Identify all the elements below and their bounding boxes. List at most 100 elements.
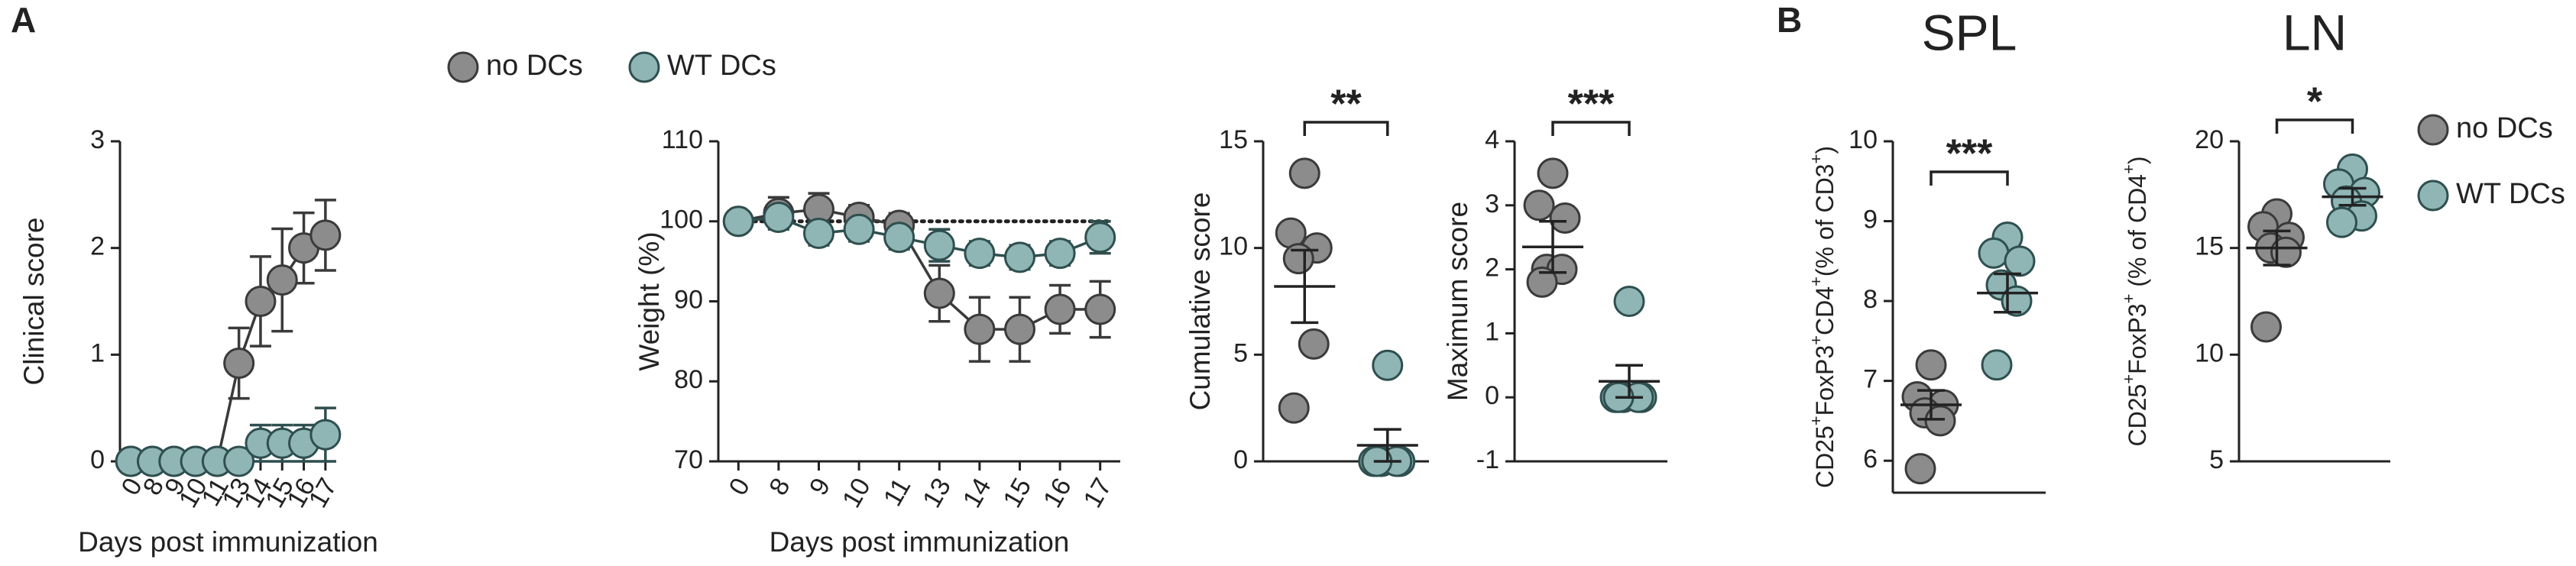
significance-label: ***	[1568, 82, 1615, 127]
y-axis-label: Weight (%)	[633, 231, 665, 370]
data-point	[803, 217, 834, 249]
x-axis-label: Days post immunization	[770, 526, 1070, 558]
series-line	[131, 234, 326, 463]
y-tick-label: 3	[1485, 189, 1499, 218]
y-tick-label: 2	[1485, 254, 1499, 283]
sem-bar	[1291, 248, 1319, 325]
superscript: +	[1806, 277, 1826, 286]
x-tick-label: 15	[997, 473, 1037, 513]
data-point	[1523, 189, 1555, 222]
data-point	[1004, 313, 1035, 345]
x-axis-label: Days post immunization	[78, 526, 378, 558]
superscript: +	[1806, 154, 1826, 164]
y-tick-label: 0	[90, 445, 105, 474]
label-part: FoxP3	[2124, 303, 2151, 374]
y-tick-label: 3	[90, 125, 105, 154]
legend-label: WT DCs	[667, 50, 776, 82]
y-tick-label: 70	[674, 445, 703, 474]
data-point	[1978, 237, 2010, 269]
data-point	[309, 219, 342, 251]
data-point	[1526, 266, 1558, 298]
data-point	[722, 205, 754, 238]
label-part: FoxP3	[1811, 345, 1839, 416]
data-point	[1981, 349, 2013, 381]
data-point	[1044, 293, 1076, 325]
data-point	[2270, 236, 2302, 268]
legend-marker	[2417, 180, 2449, 212]
y-axis-label: CD25+FoxP3+CD4+(% of CD3+)	[1806, 146, 1839, 488]
series-line	[738, 215, 1101, 259]
label-part: CD25	[2124, 384, 2151, 447]
significance-bracket	[1303, 121, 1389, 136]
y-tick-label: 10	[1219, 232, 1248, 261]
legend-marker	[447, 51, 479, 83]
significance-label: ***	[1946, 132, 1993, 176]
x-tick-label: 9	[804, 473, 836, 500]
sem-bar	[1615, 364, 1643, 399]
y-tick-label: 0	[1485, 381, 1499, 410]
data-point	[266, 264, 298, 296]
legend-marker	[2417, 114, 2449, 146]
superscript: +	[2119, 164, 2138, 174]
sem-bar	[2263, 229, 2291, 267]
panel-label: A	[11, 0, 36, 40]
data-point	[1084, 222, 1116, 254]
label-part: CD4	[1811, 286, 1839, 335]
x-tick-label: 10	[837, 473, 876, 513]
data-point	[923, 277, 955, 309]
y-tick-label: 10	[1849, 125, 1878, 154]
data-point	[1084, 293, 1116, 325]
x-tick-label: 16	[1038, 473, 1077, 513]
significance-bracket	[2275, 118, 2354, 134]
superscript: +	[1806, 416, 1826, 425]
y-tick-label: 9	[1863, 205, 1878, 234]
significance-label: **	[1330, 82, 1362, 127]
legend-label: WT DCs	[2456, 178, 2565, 210]
series-line	[737, 208, 1100, 331]
y-tick-label: 6	[1863, 445, 1878, 474]
x-tick-label: 14	[957, 473, 997, 513]
data-point	[223, 445, 255, 477]
panel-label: B	[1777, 0, 1802, 40]
superscript: +	[2119, 293, 2138, 303]
y-tick-label: 1	[90, 338, 105, 367]
y-tick-label: 5	[2209, 445, 2224, 474]
label-part: (% of CD3	[1811, 164, 1839, 277]
y-tick-label: 0	[1233, 445, 1248, 474]
y-tick-label: 5	[1233, 338, 1248, 367]
data-point	[245, 286, 277, 317]
data-point	[1613, 286, 1645, 317]
superscript: +	[2119, 374, 2138, 384]
sem-bar	[1917, 389, 1945, 421]
data-point	[223, 348, 255, 380]
significance-bracket	[1930, 170, 2009, 186]
data-point	[763, 202, 795, 234]
y-tick-label: 8	[1863, 285, 1878, 314]
label-part: )	[1811, 146, 1839, 154]
sem-bar	[2338, 186, 2367, 207]
x-tick-label: 0	[724, 473, 756, 500]
data-point	[1549, 202, 1581, 234]
y-tick-label: 2	[90, 232, 105, 261]
y-tick-label: 7	[1863, 365, 1878, 394]
sem-bar	[1994, 272, 2021, 314]
data-point	[309, 419, 342, 451]
data-point	[1915, 349, 1947, 381]
superscript: +	[1806, 335, 1826, 345]
panel-title: LN	[2283, 4, 2347, 60]
data-point	[1924, 405, 1956, 437]
x-tick-label: 8	[763, 473, 795, 500]
data-point	[883, 222, 915, 254]
label-part: CD25	[1811, 425, 1839, 488]
data-point	[1282, 243, 1314, 275]
y-tick-label: 80	[674, 365, 703, 394]
y-axis-label: Cumulative score	[1184, 192, 1216, 411]
data-point	[964, 238, 996, 270]
significance-label: *	[2307, 80, 2323, 125]
y-tick-label: 15	[1219, 125, 1248, 154]
sem-bar	[1373, 428, 1401, 463]
data-point	[923, 229, 955, 261]
data-point	[1298, 328, 1330, 360]
data-point	[2004, 245, 2036, 277]
